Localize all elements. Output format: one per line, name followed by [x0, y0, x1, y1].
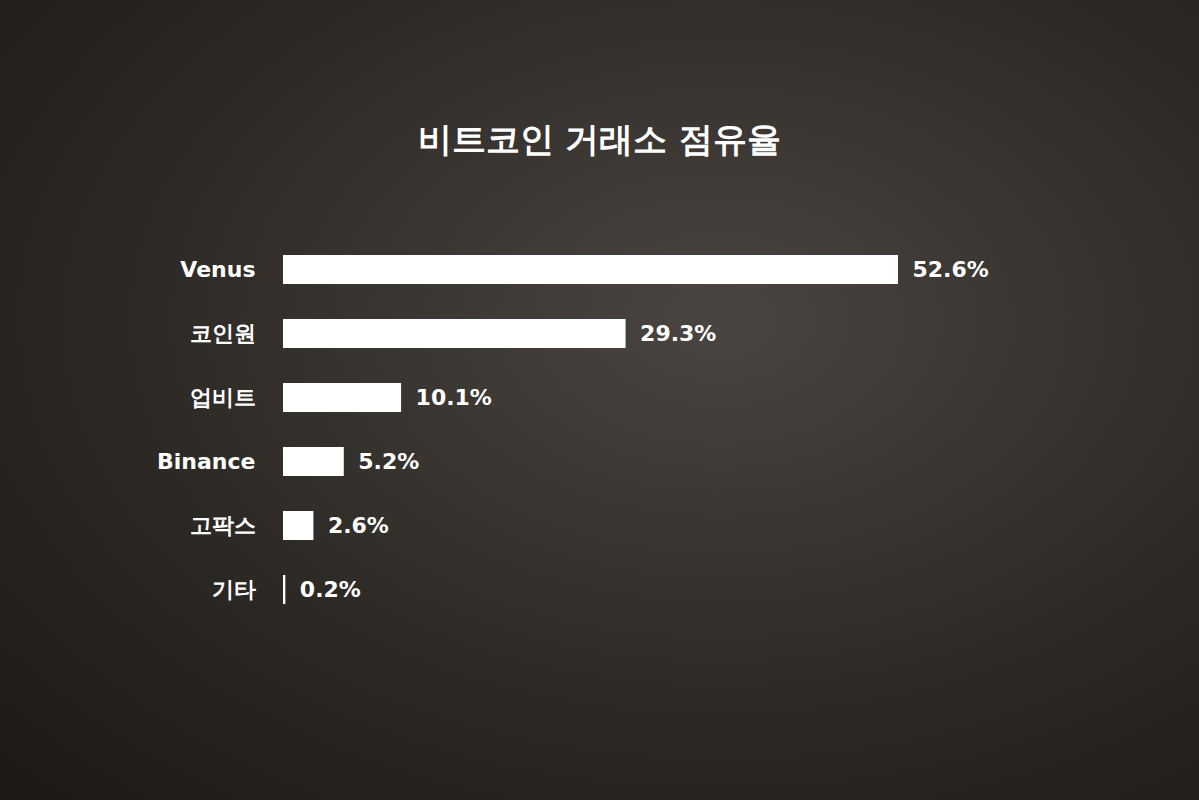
- svg-text:업비트: 업비트: [190, 385, 256, 410]
- svg-text:10.1%: 10.1%: [416, 385, 492, 410]
- svg-text:Binance: Binance: [157, 449, 255, 474]
- html-text:비트코인 거래소 점유율: 비트코인 거래소 점유율: [417, 119, 782, 159]
- svg-text:52.6%: 52.6%: [913, 257, 989, 282]
- svg-text:2.6%: 2.6%: [328, 513, 389, 538]
- svg-text:고팍스: 고팍스: [190, 513, 256, 538]
- svg-text:코인원: 코인원: [190, 321, 256, 346]
- svg-text:Venus: Venus: [180, 257, 255, 282]
- svg-text:기타: 기타: [212, 577, 256, 602]
- svg-text:0.2%: 0.2%: [300, 577, 361, 602]
- svg-text:5.2%: 5.2%: [358, 449, 419, 474]
- svg-text:29.3%: 29.3%: [640, 321, 716, 346]
